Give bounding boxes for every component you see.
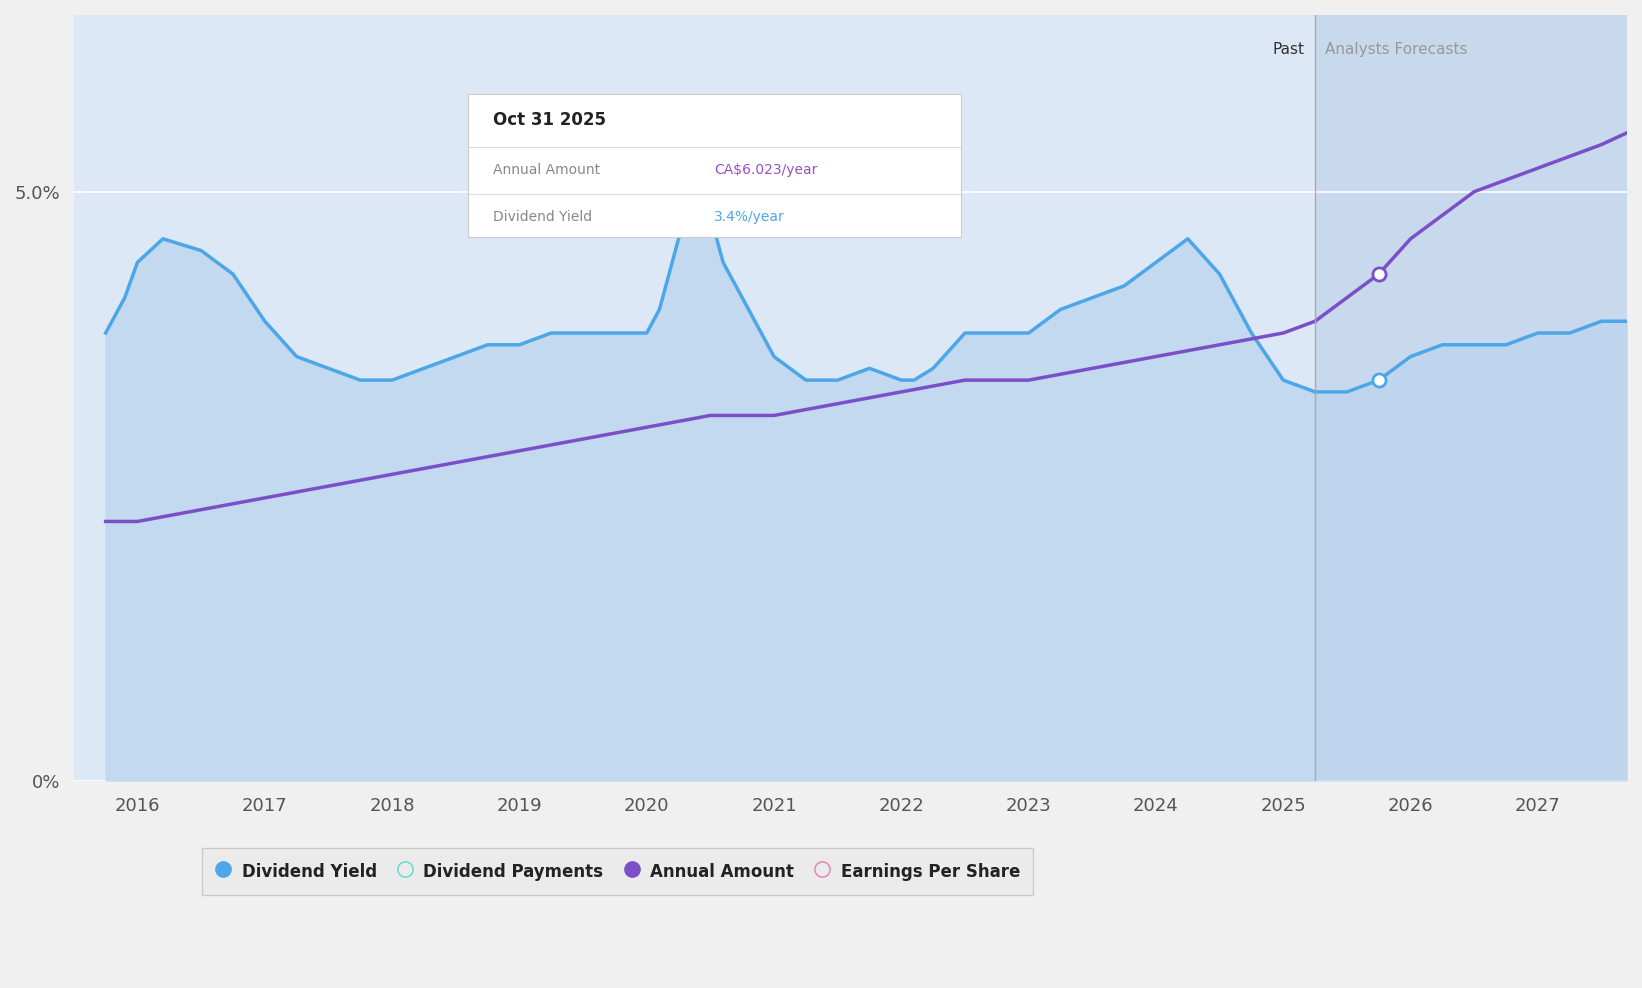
Text: Annual Amount: Annual Amount (493, 163, 599, 177)
Text: Dividend Yield: Dividend Yield (493, 210, 591, 224)
Point (1366, 266, 1392, 282)
Text: CA$6.023/year: CA$6.023/year (714, 163, 818, 177)
Bar (1315, 15, 1627, 781)
Text: 3.4%/year: 3.4%/year (714, 210, 785, 224)
Text: Analysts Forecasts: Analysts Forecasts (1325, 41, 1468, 56)
Legend: Dividend Yield, Dividend Payments, Annual Amount, Earnings Per Share: Dividend Yield, Dividend Payments, Annua… (202, 848, 1033, 895)
Text: Oct 31 2025: Oct 31 2025 (493, 111, 606, 128)
Text: Past: Past (1273, 41, 1305, 56)
Point (1366, 372, 1392, 388)
